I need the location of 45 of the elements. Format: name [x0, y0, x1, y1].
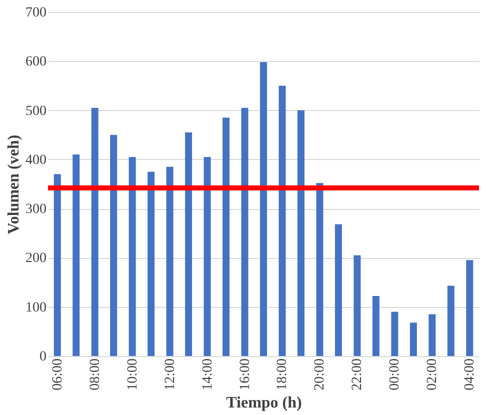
- bar: [241, 108, 248, 356]
- x-tick-label: 04:00: [462, 358, 478, 390]
- x-tick-label: 00:00: [388, 358, 403, 390]
- bar: [354, 255, 361, 356]
- bar: [128, 156, 136, 356]
- y-tick-label: 300: [26, 202, 46, 218]
- y-tick-label: 0: [40, 350, 46, 364]
- x-tick-label: 16:00: [238, 358, 253, 390]
- bar: [185, 132, 192, 356]
- bar: [466, 260, 474, 356]
- bar: [91, 108, 98, 356]
- bar: [447, 286, 454, 356]
- x-tick-label: 02:00: [425, 358, 440, 390]
- y-tick-label: 100: [26, 300, 46, 316]
- bar: [297, 110, 304, 356]
- bar: [72, 154, 80, 356]
- y-tick-label: 500: [26, 104, 46, 119]
- x-tick-label: 10:00: [125, 358, 140, 390]
- bar: [391, 312, 398, 356]
- y-tick-label: 700: [26, 6, 46, 20]
- x-tick-label: 06:00: [50, 358, 66, 390]
- bar: [148, 172, 155, 356]
- x-tick-label: 08:00: [88, 358, 103, 390]
- bar: [428, 314, 436, 356]
- x-tick-label: 14:00: [200, 358, 216, 390]
- bar: [278, 86, 286, 356]
- y-tick-label: 200: [26, 251, 46, 266]
- x-axis-title: Tiempo (h): [226, 394, 302, 412]
- bar: [54, 174, 61, 356]
- x-tick-label: 12:00: [162, 358, 178, 390]
- x-tick-label: 20:00: [312, 358, 328, 390]
- y-tick-label: 600: [26, 54, 46, 70]
- bar: [110, 134, 118, 356]
- y-tick-label: 400: [26, 152, 46, 168]
- bar: [372, 296, 380, 356]
- bar: [410, 322, 417, 356]
- x-tick-label: 22:00: [350, 358, 366, 390]
- y-axis-title: Volumen (veh): [6, 134, 22, 234]
- bar: [260, 62, 267, 356]
- bar: [334, 224, 342, 356]
- bar: [222, 118, 230, 356]
- bar: [204, 156, 211, 356]
- x-tick-label: 18:00: [275, 358, 290, 390]
- bar: [316, 183, 324, 356]
- bar: [166, 166, 174, 356]
